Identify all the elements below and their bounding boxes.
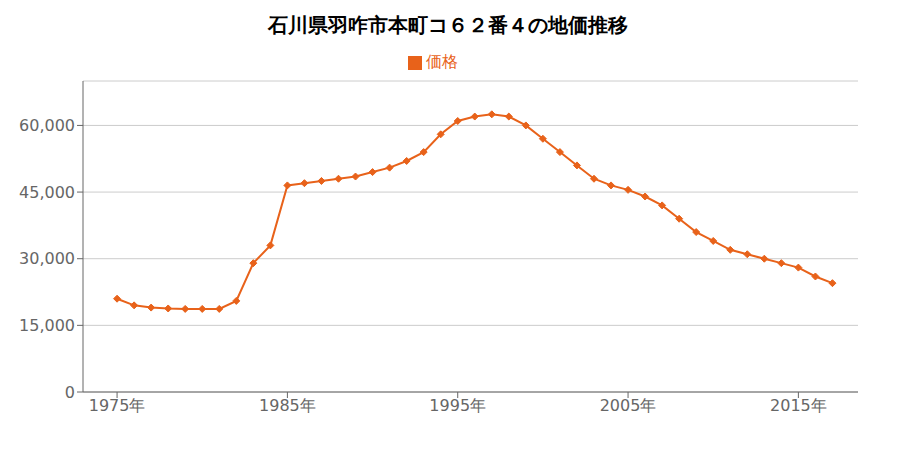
svg-text:2005年: 2005年 xyxy=(600,396,657,415)
svg-text:45,000: 45,000 xyxy=(19,183,75,202)
html-text:石川県羽咋市本町コ６２番４の地価推移: 石川県羽咋市本町コ６２番４の地価推移 xyxy=(268,13,628,37)
svg-text:2015年: 2015年 xyxy=(770,396,827,415)
svg-text:60,000: 60,000 xyxy=(19,116,75,135)
svg-text:1985年: 1985年 xyxy=(259,396,316,415)
svg-text:0: 0 xyxy=(65,383,75,402)
html-text:価格: 価格 xyxy=(426,52,458,71)
svg-text:1975年: 1975年 xyxy=(89,396,146,415)
svg-text:1995年: 1995年 xyxy=(429,396,486,415)
svg-text:30,000: 30,000 xyxy=(19,249,75,268)
svg-text:15,000: 15,000 xyxy=(19,316,75,335)
